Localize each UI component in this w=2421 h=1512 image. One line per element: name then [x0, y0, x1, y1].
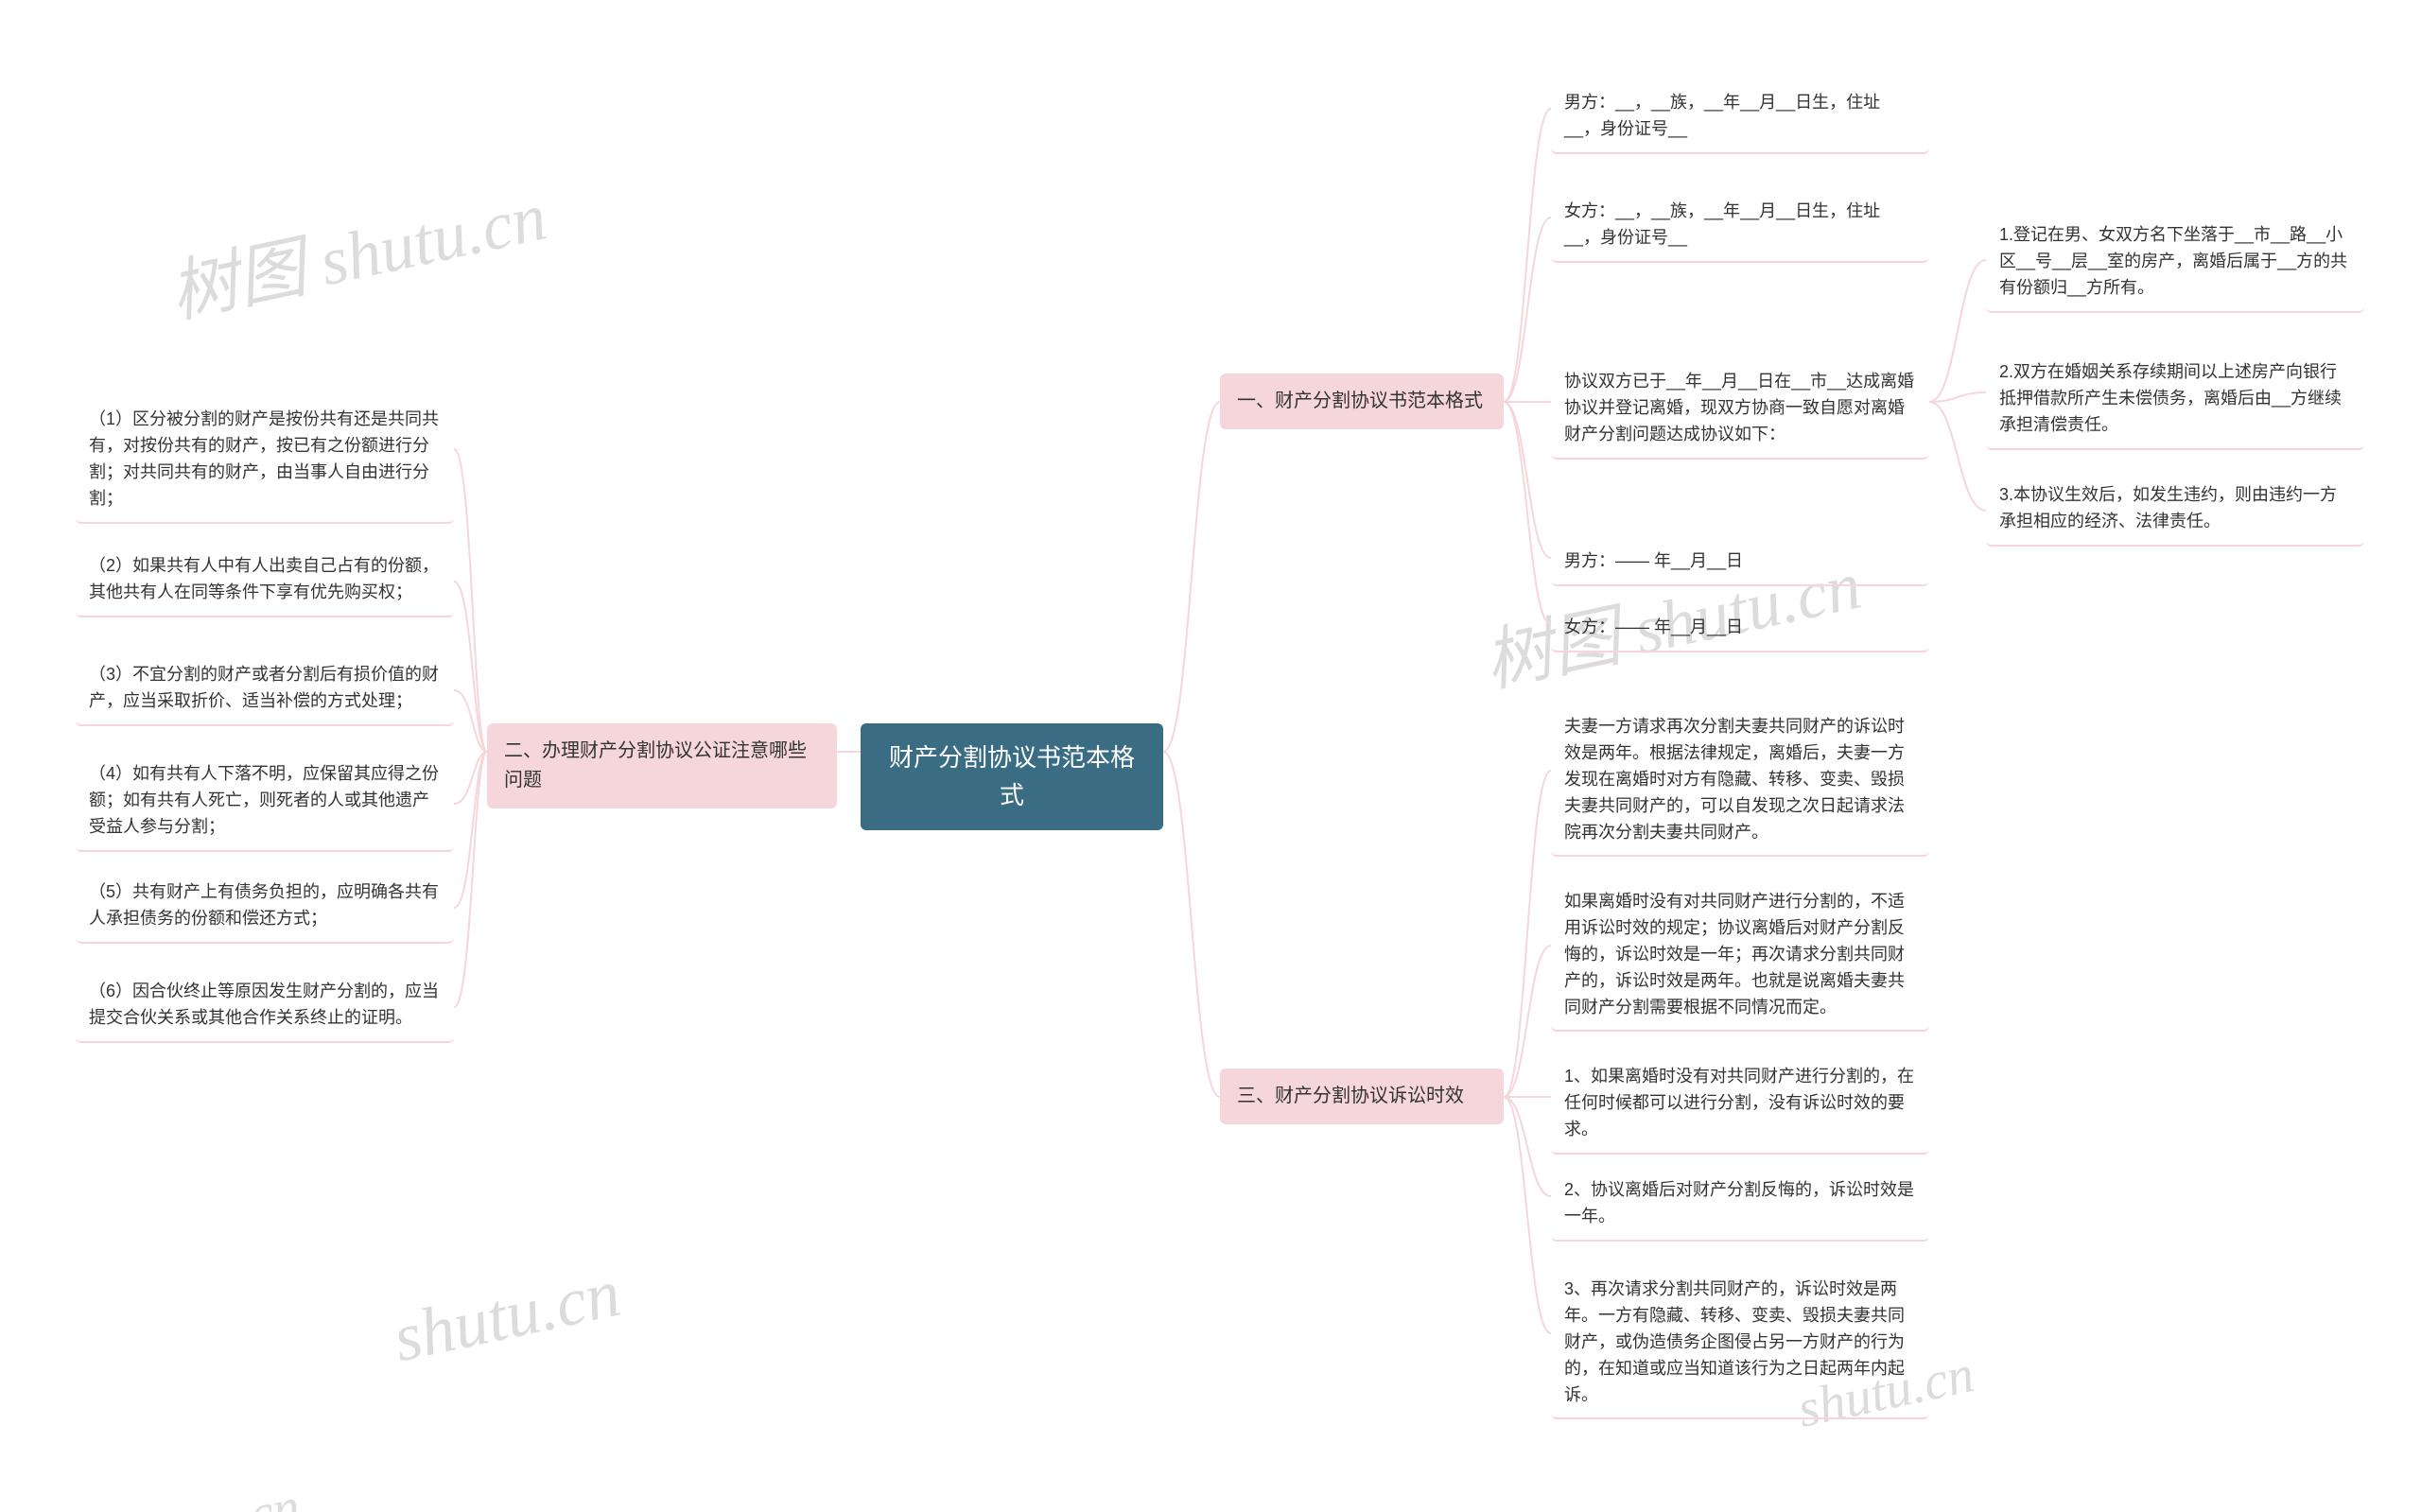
branch-3-leaf: 如果离婚时没有对共同财产进行分割的，不适用诉讼时效的规定；协议离婚后对财产分割反… [1551, 879, 1929, 1032]
branch-2-leaf: （4）如有共有人下落不明，应保留其应得之份额；如有共有人死亡，则死者的人或其他遗… [76, 752, 454, 852]
branch-3: 三、财产分割协议诉讼时效 [1220, 1069, 1504, 1124]
branch-2-leaf: （6）因合伙终止等原因发生财产分割的，应当提交合伙关系或其他合作关系终止的证明。 [76, 969, 454, 1043]
branch-2-leaf: （1）区分被分割的财产是按份共有还是共同共有，对按份共有的财产，按已有之份额进行… [76, 397, 454, 524]
branch-1: 一、财产分割协议书范本格式 [1220, 374, 1504, 429]
branch-3-leaf: 夫妻一方请求再次分割夫妻共同财产的诉讼时效是两年。根据法律规定，离婚后，夫妻一方… [1551, 704, 1929, 857]
branch-1-leaf: 男方：—— 年__月__日 [1551, 539, 1929, 586]
branch-3-leaf: 3、再次请求分割共同财产的，诉讼时效是两年。一方有隐藏、转移、变卖、毁损夫妻共同… [1551, 1267, 1929, 1419]
branch-2-leaf: （2）如果共有人中有人出卖自己占有的份额，其他共有人在同等条件下享有优先购买权； [76, 544, 454, 617]
watermark: 树图 shutu.cn [159, 160, 553, 337]
root-node: 财产分割协议书范本格式 [861, 723, 1163, 830]
branch-1-leaf: 男方：__，__族，__年__月__日生，住址__，身份证号__ [1551, 80, 1929, 154]
branch-2-leaf: （3）不宜分割的财产或者分割后有损价值的财产，应当采取折价、适当补偿的方式处理； [76, 652, 454, 726]
branch-2-leaf: （5）共有财产上有债务负担的，应明确各共有人承担债务的份额和偿还方式； [76, 870, 454, 944]
branch-3-leaf: 2、协议离婚后对财产分割反悔的，诉讼时效是一年。 [1551, 1168, 1929, 1242]
branch-1-leaf: 女方：__，__族，__年__月__日生，住址__，身份证号__ [1551, 189, 1929, 263]
branch-1-leaf: 协议双方已于__年__月__日在__市__达成离婚协议并登记离婚，现双方协商一致… [1551, 359, 1929, 460]
branch-1-sub: 2.双方在婚姻关系存续期间以上述房产向银行抵押借款所产生未偿债务，离婚后由__方… [1986, 350, 2364, 450]
watermark: shutu.cn [118, 1476, 305, 1512]
branch-1-sub: 1.登记在男、女双方名下坐落于__市__路__小区__号__层__室的房产，离婚… [1986, 213, 2364, 313]
watermark: shutu.cn [387, 1254, 627, 1378]
branch-3-leaf: 1、如果离婚时没有对共同财产进行分割的，在任何时候都可以进行分割，没有诉讼时效的… [1551, 1054, 1929, 1155]
branch-1-sub: 3.本协议生效后，如发生违约，则由违约一方承担相应的经济、法律责任。 [1986, 473, 2364, 547]
branch-1-leaf: 女方：—— 年__月__日 [1551, 605, 1929, 652]
branch-2: 二、办理财产分割协议公证注意哪些问题 [487, 723, 837, 808]
